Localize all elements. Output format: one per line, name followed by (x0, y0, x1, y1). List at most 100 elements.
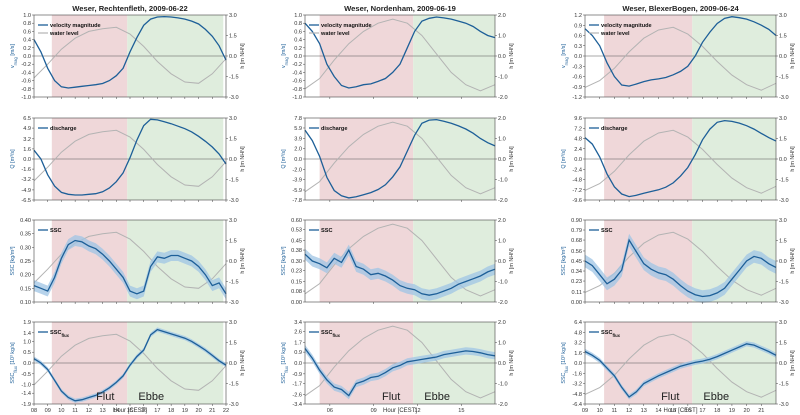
y-tick-label: 0.68 (571, 238, 582, 244)
uncertainty-band (305, 344, 495, 400)
legend-label: SSCflux (50, 330, 70, 338)
panel-discharge: -7.8 -5.9 -3.9 -2.0 0.0 2.0 3.9 5.9 7.8 -2.0 -1.0 0… (281, 116, 515, 204)
y2-tick-label: 2.0 (498, 218, 506, 224)
series-line (304, 248, 496, 296)
x-tick-label: 20 (743, 408, 749, 414)
panel-discharge: -9.6 -7.2 -4.8 -2.4 0.0 2.4 4.8 7.2 9.6 -3.0 -1.5 0… (561, 116, 796, 204)
y2-tick-label: 1.0 (498, 239, 506, 245)
y-tick-label: 4.8 (574, 137, 582, 143)
y-tick-label: 0.15 (291, 280, 302, 286)
x-tick-label: 06 (327, 408, 333, 414)
y-tick-label: 1.0 (294, 13, 302, 19)
y-tick-label: 0.6 (294, 29, 302, 35)
y-tick-label: 0.08 (291, 289, 302, 295)
y2-axis-label: h [m NHN] (509, 248, 515, 274)
y-tick-label: 2.4 (574, 147, 582, 153)
series-line (33, 15, 227, 89)
y-tick-label: 0.0 (574, 157, 582, 163)
y2-tick-label: 1.5 (229, 137, 237, 143)
y-tick-label: -0.6 (21, 79, 31, 85)
y-tick-label: 0.53 (291, 228, 302, 234)
y2-tick-label: 3.0 (779, 13, 787, 19)
y-tick-label: 0.0 (294, 157, 302, 163)
y-tick-label: 1.2 (574, 13, 582, 19)
y-tick-label: 0.34 (571, 269, 582, 275)
y-tick-label: -0.9 (292, 372, 302, 378)
y-tick-label: 3.2 (23, 137, 31, 143)
x-tick-label: 18 (168, 408, 174, 414)
water-level-line (584, 129, 777, 194)
y-tick-label: -0.3 (572, 64, 582, 70)
series-line (584, 16, 777, 87)
y-tick-label: 4.9 (23, 126, 31, 132)
y-tick-label: 0.23 (571, 279, 582, 285)
y-axis-label: Q [m³/s] (281, 149, 287, 169)
y-axis-label: SSC [kg/m³] (281, 246, 287, 276)
y-axis-label: SSC [kg/m³] (10, 246, 16, 276)
y-tick-label: -2.4 (572, 167, 582, 173)
y-tick-label: -1.4 (21, 391, 31, 397)
y2-tick-label: 0.0 (229, 259, 237, 265)
y2-tick-label: -1.0 (498, 75, 508, 81)
y-tick-label: 0.0 (23, 54, 31, 60)
series-line (584, 238, 777, 298)
y-tick-label: -0.2 (21, 62, 31, 68)
legend: discharge (38, 126, 76, 132)
y-tick-label: 0.40 (20, 218, 31, 224)
legend-label: SSC (601, 228, 613, 234)
y2-axis-label: h [m NHN] (790, 248, 796, 274)
y2-axis-label: h [m NHN] (240, 43, 246, 69)
y-tick-label: -3.2 (21, 177, 31, 183)
y-tick-label: 1.0 (23, 339, 31, 345)
y2-tick-label: 1.5 (779, 239, 787, 245)
y2-tick-label: 3.0 (229, 13, 237, 19)
series-line (584, 119, 777, 198)
y2-tick-label: 0.0 (779, 54, 787, 60)
y-axis-label: SSC [kg/m³] (561, 246, 567, 276)
y2-tick-label: 1.0 (498, 137, 506, 143)
y2-tick-label: 3.0 (779, 320, 787, 326)
y2-tick-label: 1.5 (779, 341, 787, 347)
chart-title: Weser, Rechtenfleth, 2009-06-22 (72, 4, 188, 13)
x-tick-label: 09 (582, 408, 588, 414)
chart-column-2: Weser, Nordenham, 2009-06-19 -1.0 -0.8 -0.6… (281, 4, 515, 414)
y2-tick-label: 2.0 (498, 320, 506, 326)
y-tick-label: -0.8 (292, 87, 302, 93)
y2-tick-label: 1.5 (229, 341, 237, 347)
y2-tick-label: -2.0 (498, 198, 508, 204)
y-axis-label: Q [m³/s] (561, 149, 567, 169)
y2-tick-label: 1.0 (498, 341, 506, 347)
legend-label: SSC (321, 228, 333, 234)
phase-label-ebbe: Ebbe (424, 391, 450, 403)
y-tick-label: 0.15 (20, 286, 31, 292)
x-tick-label: 21 (209, 408, 215, 414)
x-tick-label: 11 (611, 408, 617, 414)
y-axis-label: vmag [m/s] (10, 43, 18, 68)
y2-tick-label: -3.0 (229, 402, 239, 408)
panel-ssc-flux: -1.9 -1.4 -1.0 -0.5 0.0 0.5 1.0 1.4 1.9 -3.0 -1.5 0… (10, 320, 246, 414)
y2-tick-label: -1.5 (229, 75, 239, 81)
y-axis-label: vmag [m/s] (561, 43, 569, 68)
y2-tick-label: -2.0 (498, 402, 508, 408)
y-tick-label: -4.8 (572, 392, 582, 398)
y-tick-label: 0.5 (23, 350, 31, 356)
y2-tick-label: -3.0 (229, 198, 239, 204)
y2-tick-label: 3.0 (229, 218, 237, 224)
uncertainty-band (585, 233, 776, 303)
y2-axis-label: h [m NHN] (509, 350, 515, 376)
x-tick-label: 14 (655, 408, 661, 414)
y-tick-label: 0.0 (294, 54, 302, 60)
y2-tick-label: 2.0 (498, 116, 506, 122)
legend: velocity magnitude water level (589, 23, 652, 37)
x-tick-label: 12 (414, 408, 420, 414)
y2-tick-label: -3.0 (229, 95, 239, 101)
y-tick-label: -1.0 (21, 383, 31, 389)
y-tick-label: 0.0 (23, 157, 31, 163)
y-tick-label: -0.9 (572, 85, 582, 91)
y2-tick-label: -3.0 (779, 300, 789, 306)
y2-axis-label: h [m NHN] (509, 43, 515, 69)
y2-axis-label: h [m NHN] (790, 146, 796, 172)
y-tick-label: -1.9 (21, 402, 31, 408)
phase-label-ebbe: Ebbe (138, 391, 164, 403)
